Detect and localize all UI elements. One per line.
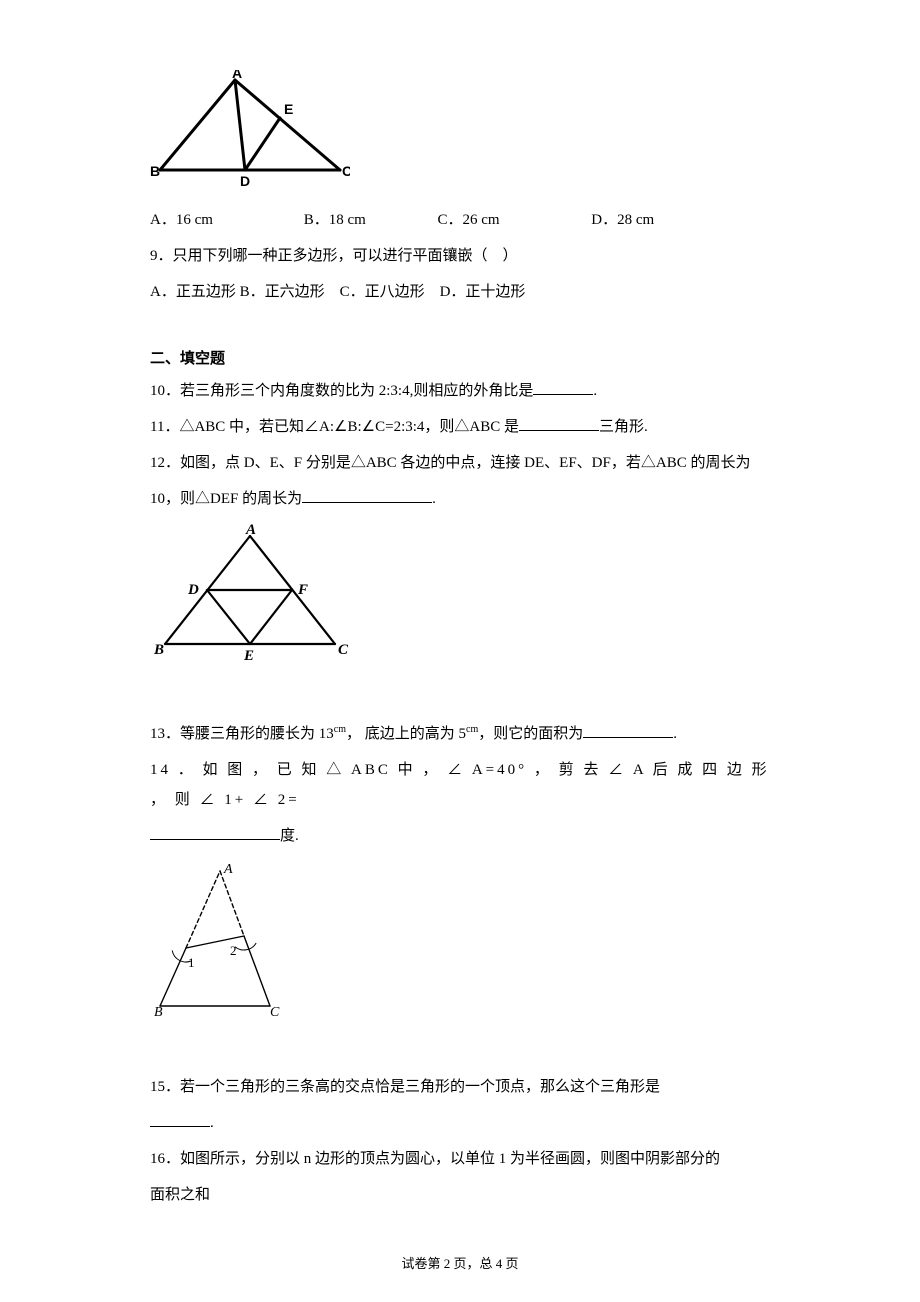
q11-post: 三角形. [599,419,648,435]
q13-unit1: cm [334,724,346,735]
q16-line1: 16．如图所示，分别以 n 边形的顶点为圆心，以单位 1 为半径画圆，则图中阴影… [150,1144,790,1174]
q13-mid2: ，则它的面积为 [478,726,583,742]
svg-text:C: C [338,642,349,658]
svg-text:1: 1 [188,955,195,970]
q13-unit2: cm [466,724,478,735]
q13-post: . [673,726,677,742]
q10-line: 10．若三角形三个内角度数的比为 2:3:4,则相应的外角比是. [150,376,790,406]
svg-text:D: D [240,173,250,189]
q8-option-a: A．16 cm [150,205,300,235]
q10-pre: 10．若三角形三个内角度数的比为 2:3:4,则相应的外角比是 [150,383,533,399]
svg-text:B: B [153,642,164,658]
svg-text:A: A [245,524,256,538]
q15-line2: . [150,1108,790,1138]
svg-text:2: 2 [230,943,237,958]
q8-options: A．16 cm B．18 cm C．26 cm D．28 cm [150,205,790,235]
figure-q12-triangle: A B C D E F [150,524,790,669]
q11-line: 11．△ABC 中，若已知∠A:∠B:∠C=2:3:4，则△ABC 是 三角形. [150,412,790,442]
svg-text:C: C [342,163,350,179]
svg-text:B: B [154,1005,163,1020]
q13-blank [583,723,673,738]
figure-q8-svg: A B C D E [150,70,350,190]
q13-pre: 13．等腰三角形的腰长为 13 [150,726,334,742]
q13-mid: ， 底边上的高为 5 [346,726,466,742]
q15-line1: 15．若一个三角形的三条高的交点恰是三角形的一个顶点，那么这个三角形是 [150,1072,790,1102]
svg-text:A: A [223,862,233,877]
q14-line1: 14 ． 如 图 ， 已 知 △ ABC 中 ， ∠ A=40° ， 剪 去 ∠… [150,755,790,815]
svg-text:A: A [232,70,242,81]
q13-line: 13．等腰三角形的腰长为 13cm， 底边上的高为 5cm，则它的面积为. [150,715,790,749]
svg-text:B: B [150,163,160,179]
q15-post: . [210,1115,214,1131]
figure-q14-triangle: A B C 1 2 [150,861,790,1026]
q12-line1: 12．如图，点 D、E、F 分别是△ABC 各边的中点，连接 DE、EF、DF，… [150,448,790,478]
q12-blank [302,488,432,503]
figure-q14-svg: A B C 1 2 [150,861,290,1021]
svg-text:D: D [187,582,199,598]
figure-q8-triangle: A B C D E [150,70,790,195]
q8-option-d: D．28 cm [591,205,654,235]
svg-text:E: E [284,101,293,117]
q16-line2: 面积之和 [150,1180,790,1210]
q10-blank [533,380,593,395]
q14-blank [150,825,280,840]
q14-line2: 度. [150,821,790,851]
page-footer: 试卷第 2 页，总 4 页 [0,1253,920,1272]
figure-q12-svg: A B C D E F [150,524,350,664]
section-2-title: 二、填空题 [150,347,790,368]
q12-line2: 10，则△DEF 的周长为. [150,484,790,514]
svg-text:C: C [270,1005,280,1020]
q10-post: . [593,383,597,399]
q11-pre: 11．△ABC 中，若已知∠A:∠B:∠C=2:3:4，则△ABC 是 [150,419,519,435]
svg-text:E: E [243,648,254,664]
q12-post: . [432,491,436,507]
q8-option-c: C．26 cm [438,205,588,235]
q9-options: A．正五边形 B．正六边形 C．正八边形 D．正十边形 [150,277,790,307]
q8-option-b: B．18 cm [304,205,434,235]
q15-blank [150,1112,210,1127]
svg-text:F: F [297,582,308,598]
q14-post: 度. [280,828,299,844]
q9-text: 9．只用下列哪一种正多边形，可以进行平面镶嵌（ ） [150,241,790,271]
q11-blank [519,416,599,431]
q12-pre: 10，则△DEF 的周长为 [150,491,302,507]
